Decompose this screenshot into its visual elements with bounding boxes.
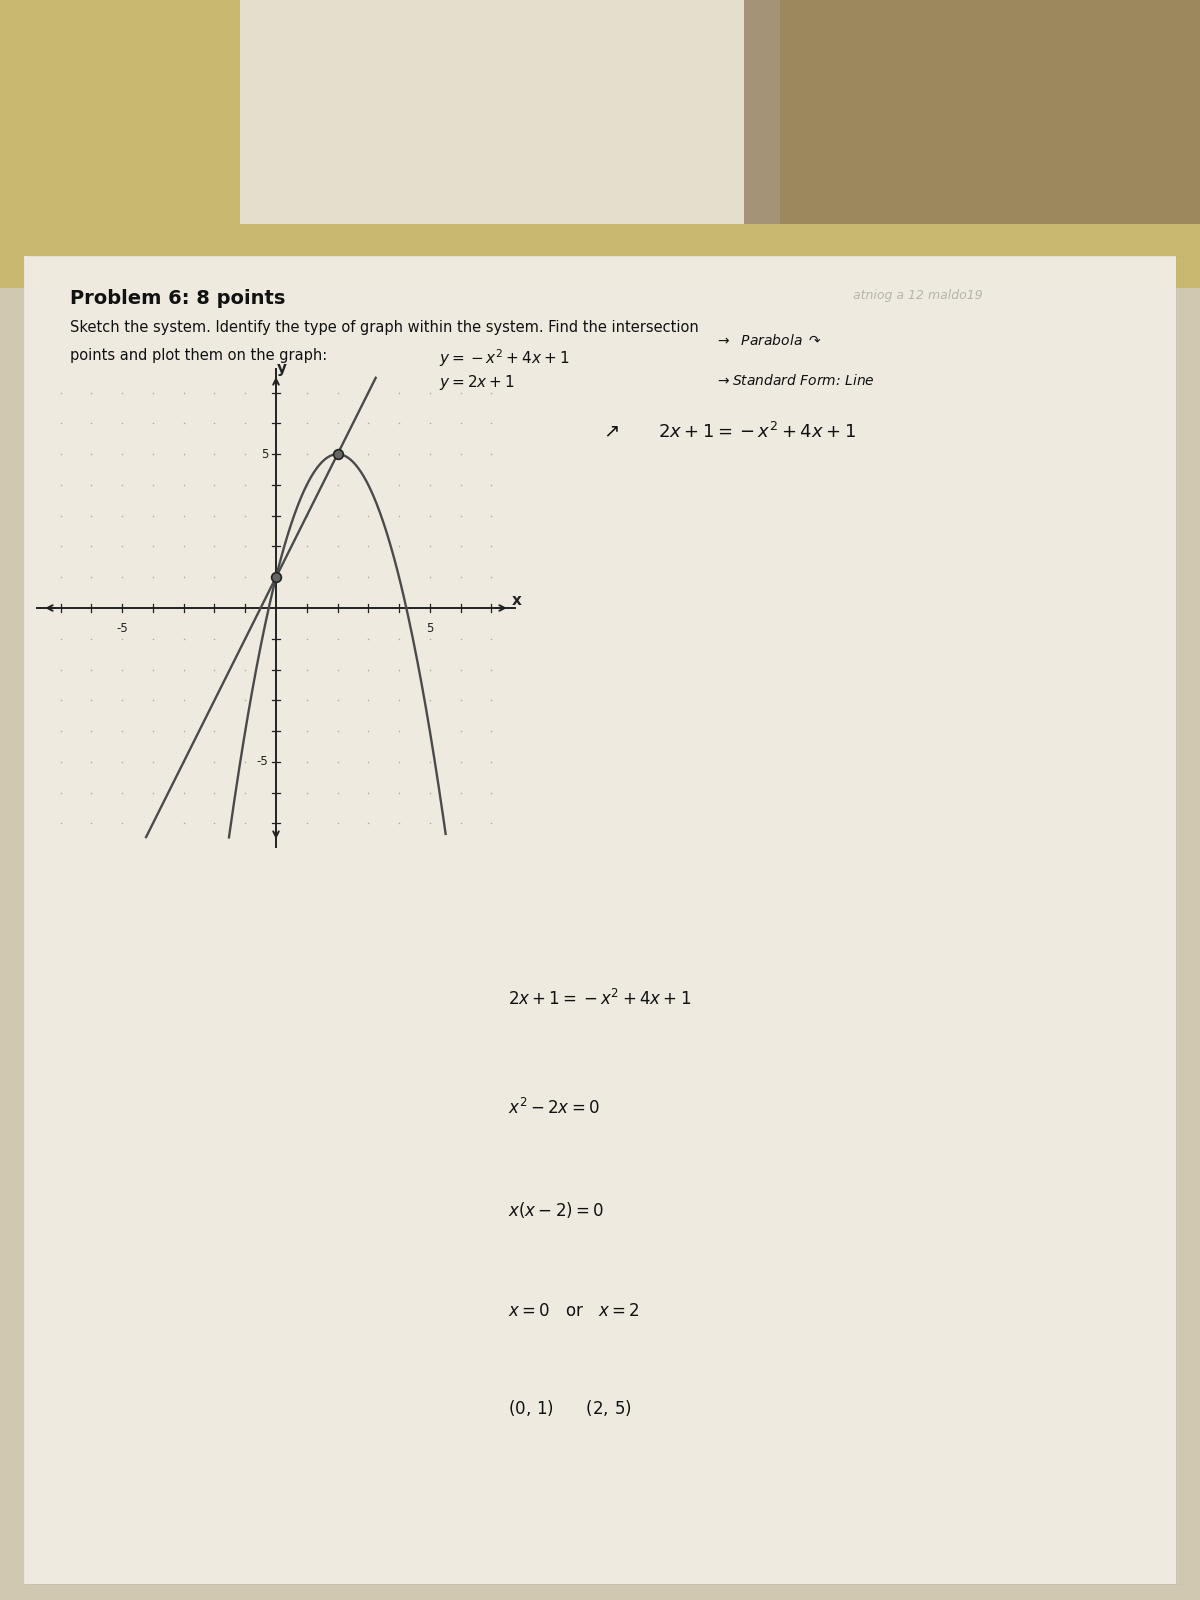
Bar: [24, 256, 1176, 1584]
Text: Sketch the system. Identify the type of graph within the system. Find the inters: Sketch the system. Identify the type of …: [70, 320, 698, 334]
Text: $\nearrow$: $\nearrow$: [600, 422, 619, 442]
Bar: [744, 0, 1200, 224]
Text: $2x+1 = -x^2+4x+1$: $2x+1 = -x^2+4x+1$: [508, 989, 691, 1010]
Text: Problem 6: 8 points: Problem 6: 8 points: [70, 290, 286, 309]
Text: atniog a 12 maldo19: atniog a 12 maldo19: [853, 290, 983, 302]
Bar: [240, 0, 780, 224]
Bar: [24, 256, 1176, 1584]
Text: y: y: [276, 360, 287, 376]
Text: $x^2 - 2x = 0$: $x^2 - 2x = 0$: [508, 1098, 600, 1118]
Text: 5: 5: [426, 622, 433, 635]
Text: $x = 0 \quad \text{or} \quad x = 2$: $x = 0 \quad \text{or} \quad x = 2$: [508, 1302, 640, 1320]
Bar: [0, 0, 1200, 288]
Text: -5: -5: [257, 755, 269, 768]
Text: $2x+1 = -x^2+4x+1$: $2x+1 = -x^2+4x+1$: [658, 422, 856, 442]
Text: -5: -5: [116, 622, 128, 635]
Text: x: x: [511, 594, 521, 608]
Text: $(0,\,1) \qquad (2,\,5)$: $(0,\,1) \qquad (2,\,5)$: [508, 1398, 631, 1418]
Text: $\rightarrow$  Parabola $\curvearrowright$: $\rightarrow$ Parabola $\curvearrowright…: [715, 333, 822, 349]
Bar: [28, 256, 1180, 1584]
Text: 5: 5: [260, 448, 269, 461]
Text: points and plot them on the graph:: points and plot them on the graph:: [70, 347, 328, 363]
Text: $y = -x^2 + 4x + 1$: $y = -x^2 + 4x + 1$: [439, 347, 569, 370]
Bar: [31, 256, 1183, 1584]
Text: $\rightarrow$Standard Form: Line: $\rightarrow$Standard Form: Line: [715, 373, 875, 387]
Text: $x(x - 2) = 0$: $x(x - 2) = 0$: [508, 1200, 604, 1219]
Text: $y = 2x + 1$: $y = 2x + 1$: [439, 373, 515, 392]
